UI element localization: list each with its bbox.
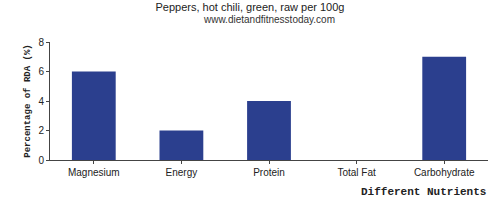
svg-text:Total Fat: Total Fat — [337, 167, 376, 178]
svg-text:Protein: Protein — [253, 167, 285, 178]
svg-text:Different Nutrients: Different Nutrients — [361, 186, 486, 198]
svg-text:Energy: Energy — [166, 167, 198, 178]
svg-text:Carbohydrate: Carbohydrate — [414, 167, 475, 178]
svg-text:Peppers, hot chili, green, raw: Peppers, hot chili, green, raw per 100g — [156, 1, 345, 13]
svg-text:Percentage of RDA (%): Percentage of RDA (%) — [23, 44, 33, 157]
svg-text:6: 6 — [38, 66, 44, 77]
svg-text:4: 4 — [38, 96, 44, 107]
svg-text:www.dietandfitnesstoday.com: www.dietandfitnesstoday.com — [203, 14, 335, 25]
svg-text:0: 0 — [38, 155, 44, 166]
svg-text:8: 8 — [38, 37, 44, 48]
svg-text:Magnesium: Magnesium — [68, 167, 120, 178]
svg-text:2: 2 — [38, 125, 44, 136]
